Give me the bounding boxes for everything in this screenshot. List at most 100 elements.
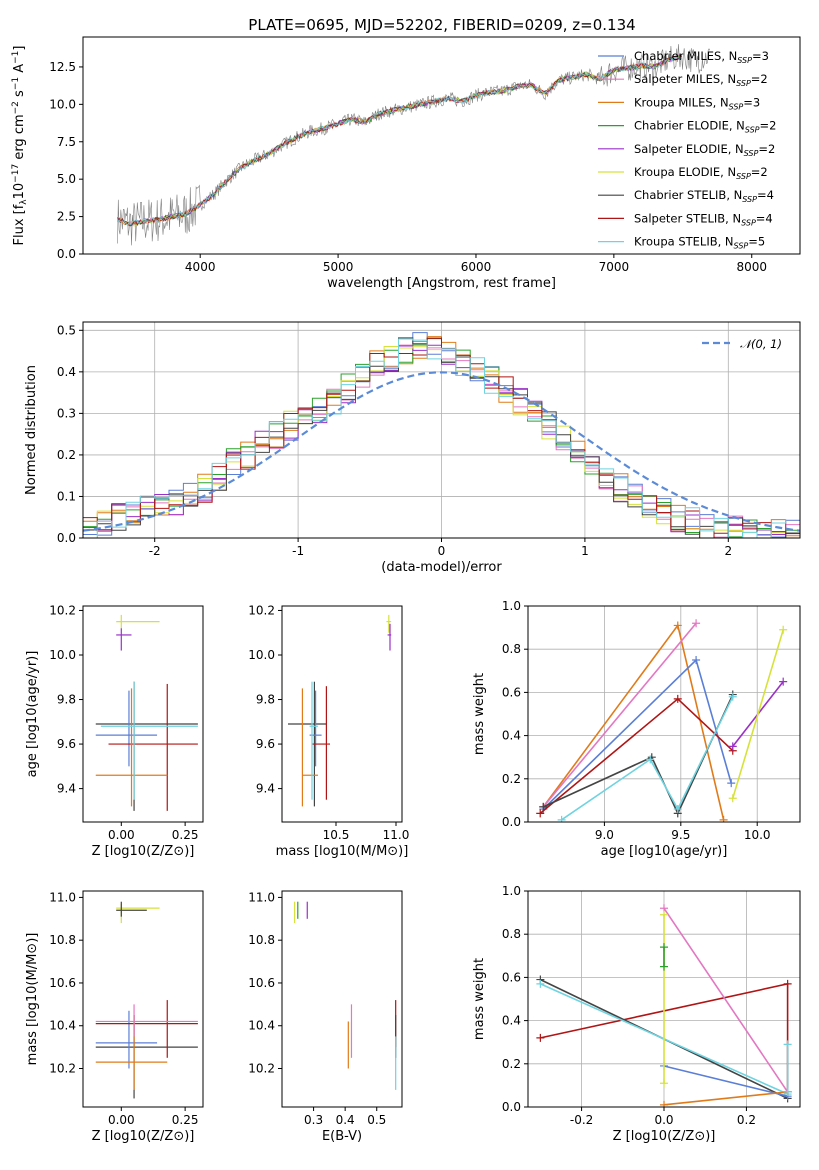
axes-frame (527, 890, 801, 1108)
x-axis-label: Z [log10(Z/Z⊙)] (92, 844, 195, 859)
y-tick-label: 12.5 (49, 60, 76, 74)
y-tick-label: 10.0 (49, 648, 76, 662)
y-tick-label: 10.8 (49, 933, 76, 947)
y-tick-label: 10.8 (248, 933, 275, 947)
mass-weight-line (542, 623, 725, 820)
axes-frame (281, 605, 403, 823)
plot-area (95, 901, 198, 1099)
mass-weight-marker (557, 815, 566, 822)
y-tick-label: 0.4 (57, 365, 76, 379)
x-tick-label: 0.0 (654, 1113, 673, 1127)
mass-weight-marker (692, 619, 701, 628)
x-tick-label: 10.0 (744, 828, 771, 842)
y-tick-label: 10.4 (248, 1019, 275, 1033)
y-tick-label: 9.4 (57, 782, 76, 796)
y-tick-label: 0.1 (57, 489, 76, 503)
x-axis-label: age [log10(age/yr)] (601, 844, 728, 859)
x-tick-label: 9.0 (595, 828, 614, 842)
y-tick-label: 2.5 (57, 210, 76, 224)
y-axis-label: mass [log10(M/M⊙)] (25, 933, 40, 1066)
legend-entry: Kroupa STELIB, NSSP=5 (634, 235, 765, 251)
mass-weight-marker (728, 692, 737, 701)
x-tick-label: 0.4 (336, 1113, 355, 1127)
x-tick-label: 4000 (185, 260, 216, 274)
legend-entry: Salpeter STELIB, NSSP=4 (634, 211, 773, 227)
x-axis-label: E(B-V) (322, 1129, 362, 1144)
legend-entry: Salpeter ELODIE, NSSP=2 (634, 142, 775, 158)
y-tick-label: 0.0 (502, 1100, 521, 1114)
mass-weight-marker (660, 943, 668, 952)
x-tick-label: 0.5 (367, 1113, 386, 1127)
y-tick-label: 0.2 (502, 772, 521, 786)
plot-area (83, 332, 800, 538)
mass-weight-marker (673, 694, 682, 703)
y-tick-label: 0.5 (57, 323, 76, 337)
y-tick-label: 9.6 (256, 737, 275, 751)
legend-entry: Chabrier STELIB, NSSP=4 (634, 188, 774, 204)
model-spectrum (117, 55, 682, 227)
massweight-vs-metallicity-panel: -0.2 0.0 0.2 0.0 0.2 0.4 0.6 0.8 1.0 Z [log10(Z/Z… (472, 884, 801, 1144)
mass-weight-marker (660, 1100, 668, 1107)
mass-weight-marker (692, 656, 701, 664)
spectrum-title: PLATE=0695, MJD=52202, FIBERID=0209, z=0… (248, 16, 635, 34)
y-axis-label: age [log10(age/yr)] (25, 651, 40, 778)
mass-weight-marker (539, 802, 548, 811)
age-vs-mass-panel: 10.5 11.0 9.4 9.6 9.8 10.0 10.2 mass [log10(M/M… (248, 603, 409, 859)
y-tick-label: 10.6 (248, 976, 275, 990)
y-tick-label: 10.2 (49, 1062, 76, 1076)
x-tick-label: 2 (724, 544, 732, 558)
plot-area (294, 901, 397, 1090)
x-tick-label: 0.25 (172, 828, 199, 842)
mass-weight-line (561, 696, 734, 821)
legend-entry: Salpeter MILES, NSSP=2 (634, 72, 768, 88)
x-tick-label: 0 (438, 544, 446, 558)
mass-vs-metallicity-panel: 10.2 10.4 10.6 10.8 11.0 Z [log10(Z/Z⊙)] mass … (25, 890, 204, 1144)
mass-weight-line (663, 1065, 788, 1097)
y-tick-label: 0.8 (502, 642, 521, 656)
mass-weight-marker (646, 755, 655, 764)
model-spectrum (117, 54, 682, 227)
mass-weight-marker (728, 742, 737, 751)
y-tick-label: 10.6 (49, 976, 76, 990)
y-tick-label: 9.8 (57, 693, 76, 707)
gaussian-curve (83, 371, 800, 532)
y-tick-label: 0.0 (57, 531, 76, 545)
y-tick-label: 10.2 (248, 1062, 275, 1076)
x-tick-label: 0.3 (304, 1113, 323, 1127)
mass-weight-marker (536, 979, 545, 988)
legend-entry: Kroupa MILES, NSSP=3 (634, 95, 760, 111)
y-axis-label: Normed distribution (24, 365, 39, 495)
residual-histogram-panel: -2 -1 0 1 2 0.0 0.1 0.2 0.3 0.4 0.5 (data-model)/er… (24, 321, 801, 575)
mass-weight-marker (728, 794, 737, 803)
mass-weight-marker (660, 1079, 668, 1088)
y-tick-label: 0.6 (502, 685, 521, 699)
x-tick-label: 10.5 (323, 828, 350, 842)
x-tick-label: 11.0 (383, 828, 410, 842)
x-tick-label: 7000 (599, 260, 630, 274)
legend-entry: Kroupa ELODIE, NSSP=2 (634, 165, 768, 181)
y-tick-label: 11.0 (248, 890, 275, 904)
mass-weight-line (732, 629, 784, 799)
y-tick-label: 0.8 (502, 927, 521, 941)
y-tick-label: 0.3 (57, 406, 76, 420)
x-tick-label: 0.00 (108, 828, 135, 842)
axes-frame (82, 321, 801, 539)
y-tick-label: 9.8 (256, 693, 275, 707)
legend-entry: 𝒩(0, 1) (740, 337, 782, 351)
x-tick-label: 9.5 (671, 828, 690, 842)
mass-weight-marker (673, 621, 682, 630)
x-tick-label: 0.25 (172, 1113, 199, 1127)
y-tick-label: 0.6 (502, 970, 521, 984)
plot-area (536, 619, 788, 822)
histogram-step (83, 338, 800, 538)
y-axis-label: mass weight (472, 958, 487, 1040)
axes-frame (82, 36, 801, 255)
x-tick-label: 0.2 (737, 1113, 756, 1127)
y-axis-label: mass weight (472, 673, 487, 755)
mass-weight-line (663, 907, 789, 1093)
y-axis-label: Flux [fλ10−17 erg cm−2 s−1 A−1] (11, 46, 29, 246)
y-tick-label: 0.2 (57, 448, 76, 462)
mass-vs-ebv-panel: 0.3 0.4 0.5 10.2 10.4 10.6 10.8 11.0 E(B-V) (248, 890, 403, 1144)
mass-weight-line (663, 1091, 788, 1106)
plot-area (117, 44, 711, 246)
